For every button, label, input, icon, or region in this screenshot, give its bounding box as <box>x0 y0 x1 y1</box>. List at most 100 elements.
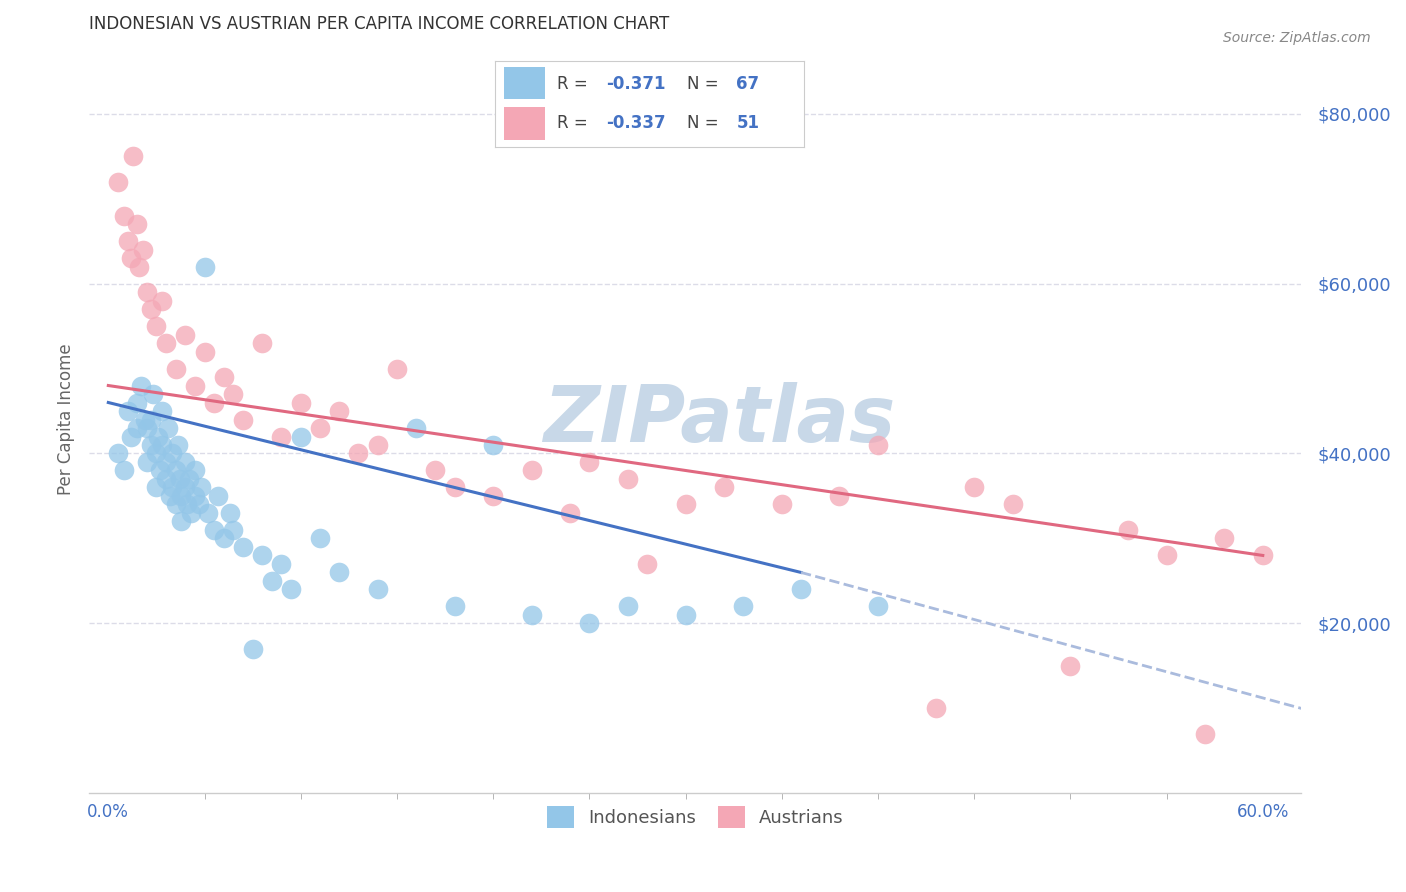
Point <box>578 455 600 469</box>
Point <box>190 481 212 495</box>
Point <box>290 429 312 443</box>
Point <box>202 395 225 409</box>
Point <box>828 489 851 503</box>
Point <box>1251 549 1274 563</box>
Point <box>155 336 177 351</box>
Point <box>139 301 162 316</box>
Point <box>1213 532 1236 546</box>
Point <box>132 243 155 257</box>
Point <box>166 438 188 452</box>
Point <box>127 395 149 409</box>
Point <box>309 532 332 546</box>
Point <box>218 506 240 520</box>
Point <box>866 438 889 452</box>
Point <box>165 463 187 477</box>
Point <box>443 599 465 614</box>
Point <box>405 421 427 435</box>
Point <box>770 498 793 512</box>
Point <box>482 438 505 452</box>
Point <box>617 472 640 486</box>
Point <box>252 336 274 351</box>
Point <box>290 395 312 409</box>
Point <box>963 481 986 495</box>
Point <box>675 607 697 622</box>
Point <box>260 574 283 588</box>
Point <box>425 463 447 477</box>
Point <box>128 260 150 274</box>
Point <box>193 344 215 359</box>
Point <box>270 429 292 443</box>
Point <box>180 506 202 520</box>
Point <box>1156 549 1178 563</box>
Point <box>179 472 201 486</box>
Point <box>145 446 167 460</box>
Point <box>159 489 181 503</box>
Point <box>385 361 408 376</box>
Point <box>117 404 139 418</box>
Point <box>176 498 198 512</box>
Point <box>120 251 142 265</box>
Point <box>134 412 156 426</box>
Point <box>347 446 370 460</box>
Text: ZIPatlas: ZIPatlas <box>543 382 896 458</box>
Point <box>150 293 173 308</box>
Point <box>129 378 152 392</box>
Point <box>636 557 658 571</box>
Point <box>170 489 193 503</box>
Point <box>713 481 735 495</box>
Point <box>212 370 235 384</box>
Y-axis label: Per Capita Income: Per Capita Income <box>58 343 75 495</box>
Point <box>367 582 389 597</box>
Point <box>202 523 225 537</box>
Point <box>149 463 172 477</box>
Point <box>170 515 193 529</box>
Point <box>252 549 274 563</box>
Point <box>1059 659 1081 673</box>
Point <box>187 498 209 512</box>
Point <box>107 446 129 460</box>
Point <box>127 217 149 231</box>
Point <box>733 599 755 614</box>
Point <box>309 421 332 435</box>
Point <box>184 378 207 392</box>
Point <box>139 438 162 452</box>
Point <box>212 532 235 546</box>
Point <box>120 429 142 443</box>
Text: Source: ZipAtlas.com: Source: ZipAtlas.com <box>1223 31 1371 45</box>
Point <box>193 260 215 274</box>
Text: INDONESIAN VS AUSTRIAN PER CAPITA INCOME CORRELATION CHART: INDONESIAN VS AUSTRIAN PER CAPITA INCOME… <box>89 15 669 33</box>
Point <box>520 463 543 477</box>
Point <box>328 566 350 580</box>
Point <box>150 404 173 418</box>
Point <box>1001 498 1024 512</box>
Point <box>139 412 162 426</box>
Point <box>174 455 197 469</box>
Point <box>184 463 207 477</box>
Point <box>117 234 139 248</box>
Point <box>174 327 197 342</box>
Point <box>107 175 129 189</box>
Point <box>142 387 165 401</box>
Point <box>617 599 640 614</box>
Point <box>558 506 581 520</box>
Point <box>165 498 187 512</box>
Point <box>155 472 177 486</box>
Point <box>197 506 219 520</box>
Point <box>160 481 183 495</box>
Point <box>184 489 207 503</box>
Point <box>790 582 813 597</box>
Point <box>207 489 229 503</box>
Point <box>169 472 191 486</box>
Point <box>242 641 264 656</box>
Point <box>675 498 697 512</box>
Point <box>155 455 177 469</box>
Point <box>112 463 135 477</box>
Point <box>165 361 187 376</box>
Point <box>145 319 167 334</box>
Point <box>443 481 465 495</box>
Point <box>148 429 170 443</box>
Point <box>328 404 350 418</box>
Point <box>174 481 197 495</box>
Point <box>482 489 505 503</box>
Point <box>127 421 149 435</box>
